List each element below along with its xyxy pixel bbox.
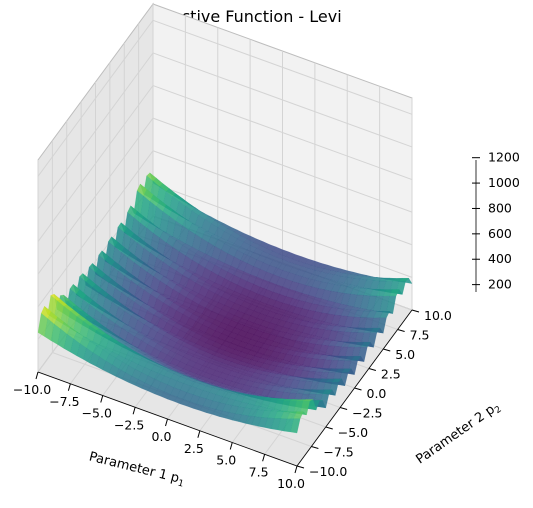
y-tick-mark (354, 387, 362, 391)
x-tick-mark (35, 371, 39, 380)
y-tick-label: 10.0 (424, 308, 452, 323)
z-tick-label: 400 (488, 251, 512, 266)
z-axis: 200 400 600 800 1000 1200 (472, 150, 520, 292)
x-tick-mark (262, 454, 266, 462)
surface-cell (290, 418, 301, 434)
z-grid-line (37, 84, 413, 242)
x-axis: −10.0−7.5−5.0−2.5 0.0 2.5 5.0 7.5 10.0 (13, 371, 305, 491)
y-tick-label: −5.0 (338, 425, 368, 440)
surface-plot (37, 172, 413, 434)
x-tick-label: −7.5 (49, 394, 79, 409)
z-grid-line (37, 19, 413, 177)
x-axis-label: Parameter 1 p1 (87, 449, 186, 489)
z-tick-label: 200 (488, 277, 512, 292)
x-tick-label: −10.0 (13, 382, 51, 397)
x-tick-mark (197, 430, 201, 438)
z-tick-label: 800 (488, 200, 512, 215)
y-tick-mark (296, 465, 305, 469)
z-tick-label: 600 (488, 226, 512, 241)
y-tick-label: −7.5 (323, 445, 353, 460)
y-tick-mark (397, 329, 405, 332)
y-tick-mark (339, 407, 348, 410)
y-tick-label: 2.5 (381, 367, 401, 382)
x-tick-label: −2.5 (114, 417, 144, 432)
y-tick-label: −2.5 (352, 406, 382, 421)
x-tick-label: 5.0 (216, 453, 236, 468)
y-tick-label: −10.0 (309, 464, 347, 479)
y-tick-mark (368, 368, 377, 371)
z-grid-line (37, 52, 413, 210)
x-tick-label: 0.0 (152, 429, 172, 444)
x-tick-mark (294, 465, 298, 474)
y-axis: −10.0 −7.5 −5.0 −2.5 0.0 2.5 5.0 7.5 10.0 (296, 308, 452, 479)
x-tick-mark (229, 442, 233, 450)
y-axis-label: Parameter 2 p2 (413, 399, 503, 469)
z-grid-line (37, 150, 413, 308)
z-tick-label: 1200 (488, 150, 520, 165)
x-tick-label: 10.0 (277, 476, 305, 491)
x-tick-mark (132, 407, 136, 415)
y-tick-mark (411, 309, 420, 313)
x-tick-mark (165, 418, 168, 427)
y-tick-label: 5.0 (395, 347, 415, 362)
x-tick-mark (67, 383, 71, 391)
y-tick-mark (311, 446, 319, 449)
z-grid-line (37, 117, 413, 275)
z-tick-label: 1000 (488, 175, 520, 190)
x-tick-label: 2.5 (184, 441, 204, 456)
y-tick-mark (325, 426, 333, 430)
x-tick-mark (100, 395, 104, 403)
y-tick-mark (383, 348, 391, 352)
x-tick-label: 7.5 (249, 464, 269, 479)
y-tick-label: 0.0 (367, 386, 387, 401)
y-tick-label: 7.5 (410, 328, 430, 343)
x-tick-label: −5.0 (82, 406, 112, 421)
